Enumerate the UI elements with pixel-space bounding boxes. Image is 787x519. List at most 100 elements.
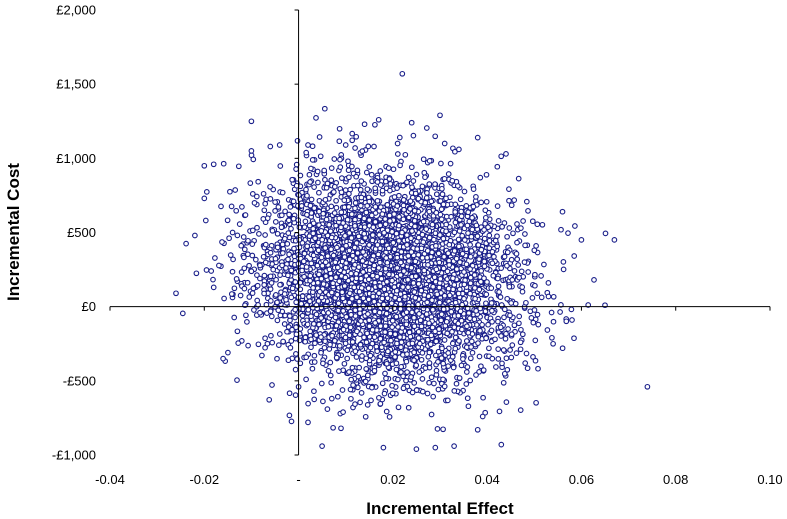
data-point [385,348,391,355]
data-point [464,364,471,370]
data-point [417,317,424,324]
data-point [309,365,316,372]
data-point [411,314,417,321]
data-point [227,188,233,195]
data-point [448,308,455,315]
data-point [345,204,352,210]
data-point [501,370,508,377]
data-point [408,264,415,271]
data-point [445,285,452,292]
data-point [231,314,238,321]
data-point [441,253,447,260]
data-point [486,345,492,352]
data-point [328,379,335,386]
data-point [232,187,239,193]
data-point [230,256,236,263]
data-point [269,227,276,234]
data-point [518,268,525,275]
data-point [544,327,551,333]
data-point [237,292,244,299]
data-point [463,338,470,344]
data-point [439,185,445,192]
data-point [591,277,597,283]
data-point [216,262,222,269]
data-point [357,399,363,406]
data-point [413,171,420,178]
data-point [347,386,354,393]
data-point [408,374,414,380]
data-point [354,182,361,189]
data-point [317,153,324,160]
data-point [571,335,577,342]
data-point [308,246,314,253]
data-point [389,382,395,389]
data-point [322,259,329,266]
data-point [502,335,509,342]
data-point [465,403,472,410]
data-point [387,181,394,187]
data-point [483,171,490,178]
data-point [518,225,524,231]
data-point [459,232,466,239]
data-point [394,151,401,157]
data-point [408,164,415,171]
data-point [393,360,400,367]
data-point [321,105,328,112]
data-point [311,184,317,190]
data-point [365,285,372,292]
data-point [459,326,465,333]
data-point [260,253,267,260]
data-point [381,229,387,236]
data-point [228,291,235,297]
data-point [363,169,370,176]
data-point [453,380,460,387]
data-point [461,281,468,288]
data-point [372,185,379,192]
data-point [360,269,366,275]
data-point [519,288,526,295]
data-point [276,331,283,337]
data-point [431,380,437,387]
data-point [501,253,508,260]
data-point [506,197,512,204]
data-point [426,379,432,386]
data-point [471,316,478,323]
data-point [463,246,470,253]
data-point [398,339,405,346]
data-point [309,157,316,163]
data-point [397,162,403,169]
data-point [255,341,262,348]
data-point [419,350,426,356]
data-point [269,382,275,388]
data-point [513,250,520,257]
data-point [426,320,432,327]
data-point [203,267,210,273]
data-point [415,267,422,274]
data-point [318,380,325,387]
data-point [495,318,501,325]
data-point [298,203,305,209]
data-point [325,368,332,374]
data-point [398,363,405,370]
data-point [269,339,276,346]
data-point [307,272,314,279]
data-point [452,219,459,226]
data-point [342,274,349,281]
data-point [326,221,332,228]
data-point [478,268,485,274]
data-point [403,321,410,328]
data-point [352,200,359,206]
data-point [300,258,307,265]
data-point [519,284,526,290]
data-point [424,190,430,196]
data-point [292,306,299,313]
data-point [519,331,526,338]
data-point [366,164,373,170]
data-point [268,313,275,320]
data-point [349,137,356,144]
data-point [418,323,425,330]
data-point [413,387,420,393]
data-point [333,354,340,361]
data-point [382,370,388,377]
data-point [538,273,544,279]
